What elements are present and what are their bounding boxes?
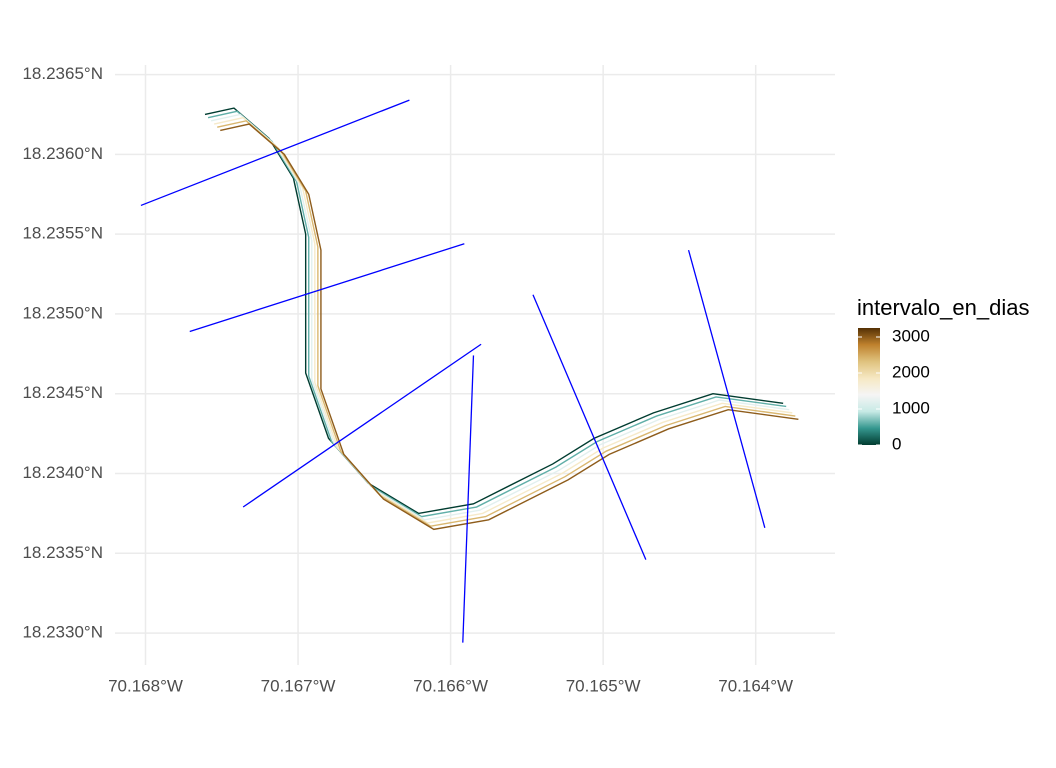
y-tick-label: 18.2365°N [22, 64, 103, 83]
y-tick-label: 18.2340°N [22, 463, 103, 482]
y-tick-label: 18.2330°N [22, 623, 103, 642]
x-tick-label: 70.164°W [718, 676, 793, 695]
transect [140, 99, 410, 207]
colorbar-label: 1000 [892, 398, 930, 417]
shoreline [213, 116, 793, 524]
y-tick-label: 18.2360°N [22, 144, 103, 163]
legend-title: intervalo_en_dias [857, 295, 1029, 320]
transect [687, 249, 766, 528]
colorbar-label: 3000 [892, 326, 930, 345]
transect [189, 243, 465, 333]
shoreline [220, 123, 799, 531]
transect [242, 343, 482, 508]
x-tick-label: 70.166°W [413, 676, 488, 695]
y-tick-label: 18.2355°N [22, 224, 103, 243]
colorbar [858, 328, 880, 445]
x-tick-label: 70.167°W [261, 676, 336, 695]
colorbar-label: 2000 [892, 362, 930, 381]
transect [462, 355, 475, 643]
y-tick-label: 18.2350°N [22, 303, 103, 322]
y-tick-label: 18.2345°N [22, 383, 103, 402]
transect [532, 294, 647, 560]
y-tick-label: 18.2335°N [22, 543, 103, 562]
colorbar-label: 0 [892, 434, 901, 453]
x-tick-label: 70.168°W [108, 676, 183, 695]
x-tick-label: 70.165°W [566, 676, 641, 695]
